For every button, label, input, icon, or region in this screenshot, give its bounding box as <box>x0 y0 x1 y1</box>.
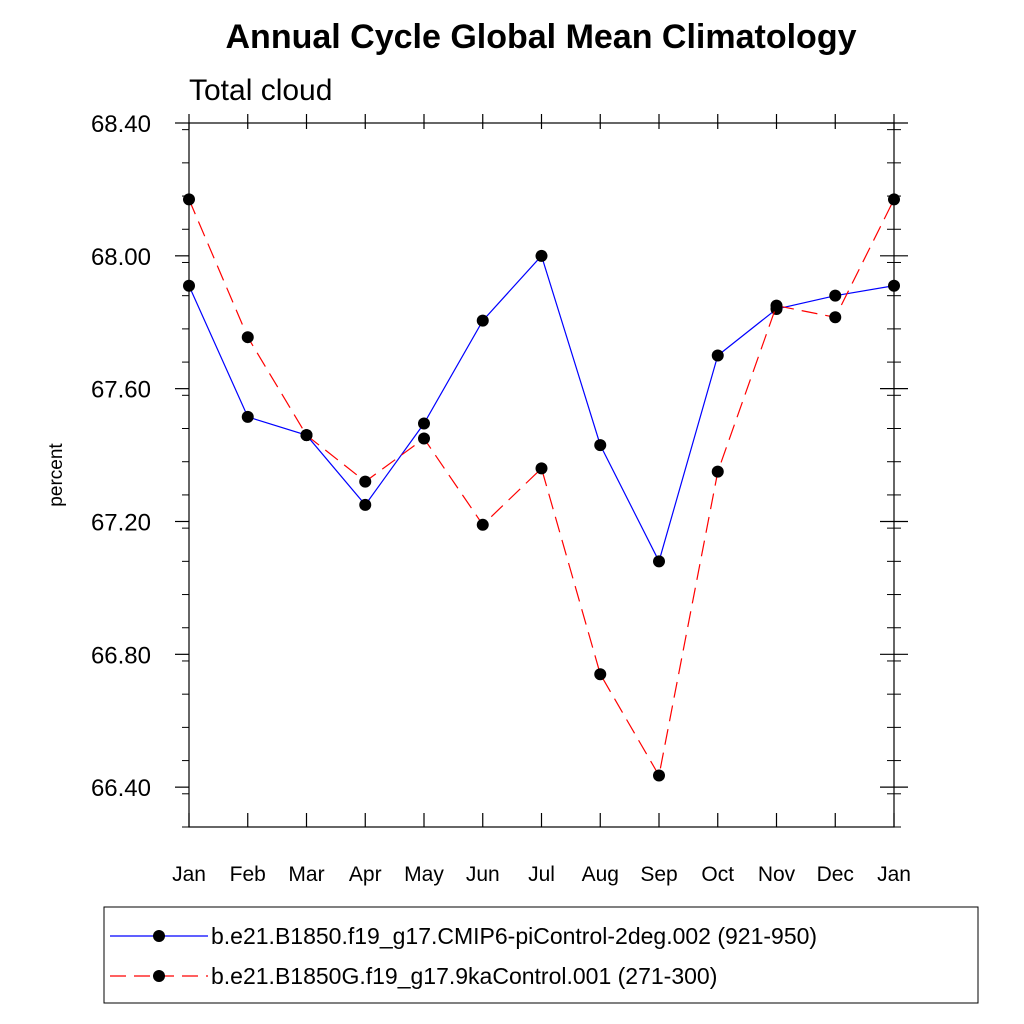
data-point-series-2 <box>183 193 195 206</box>
data-point-series-2 <box>653 769 665 782</box>
chart-title: Annual Cycle Global Mean Climatology <box>226 18 857 56</box>
data-point-series-1 <box>711 349 724 362</box>
data-point-series-1 <box>888 279 900 292</box>
data-point-series-1 <box>653 555 665 568</box>
y-tick-label: 66.40 <box>91 775 151 802</box>
x-tick-label: Jan <box>877 863 911 886</box>
data-point-series-2 <box>770 299 783 312</box>
data-point-series-2 <box>359 475 372 488</box>
y-tick-label: 66.80 <box>91 642 151 669</box>
data-point-series-1 <box>535 249 548 262</box>
legend-label-2: b.e21.B1850G.f19_g17.9kaControl.001 (271… <box>211 963 717 989</box>
data-point-series-2 <box>829 311 842 324</box>
data-point-series-1 <box>418 417 430 430</box>
axis-ticks <box>175 114 908 828</box>
legend-box <box>103 906 979 1004</box>
y-tick-label: 68.40 <box>91 111 151 138</box>
x-tick-label: Feb <box>230 863 266 886</box>
y-tick-labels: 66.40 66.80 67.20 67.60 68.00 68.40 <box>91 111 151 802</box>
series-layer <box>183 193 900 782</box>
x-tick-label: Oct <box>701 863 734 886</box>
data-point-series-2 <box>888 193 900 206</box>
data-point-series-1 <box>594 439 607 452</box>
x-tick-label: Dec <box>817 863 854 886</box>
x-tick-label: Mar <box>288 863 324 886</box>
data-point-series-1 <box>241 410 254 423</box>
chart-subtitle: Total cloud <box>189 74 332 107</box>
series-line-2 <box>188 199 895 778</box>
x-tick-label: Jun <box>466 863 500 886</box>
x-tick-label: Apr <box>349 863 382 886</box>
data-point-series-2 <box>476 518 489 531</box>
y-tick-label: 68.00 <box>91 244 151 271</box>
x-tick-label: Aug <box>582 863 619 886</box>
y-tick-label: 67.20 <box>91 509 151 536</box>
legend: b.e21.B1850.f19_g17.CMIP6-piControl-2deg… <box>103 906 979 1004</box>
data-point-series-2 <box>418 432 430 445</box>
data-point-series-2 <box>535 462 548 475</box>
x-tick-labels: Jan Feb Mar Apr May Jun Jul Aug Sep Oct Nov Dec Jan <box>172 863 911 886</box>
x-tick-label: Jan <box>172 863 206 886</box>
data-point-series-2 <box>711 465 724 478</box>
data-point-series-2 <box>594 668 607 681</box>
legend-marker-2 <box>153 970 165 982</box>
series-line-1 <box>188 254 895 563</box>
legend-marker-1 <box>153 930 165 942</box>
x-tick-label: Sep <box>640 863 677 886</box>
legend-label-1: b.e21.B1850.f19_g17.CMIP6-piControl-2deg… <box>211 923 817 949</box>
data-point-series-1 <box>183 279 195 292</box>
data-point-series-2 <box>241 331 254 344</box>
x-tick-label: Nov <box>758 863 796 886</box>
y-axis-label: percent <box>46 443 67 507</box>
y-tick-label: 67.60 <box>91 377 151 404</box>
plot-frame <box>188 122 895 828</box>
data-point-series-1 <box>476 314 489 327</box>
x-tick-label: Jul <box>528 863 555 886</box>
data-point-series-2 <box>300 429 313 442</box>
data-point-series-1 <box>829 289 842 302</box>
data-point-series-1 <box>359 498 372 511</box>
x-tick-label: May <box>404 863 444 886</box>
